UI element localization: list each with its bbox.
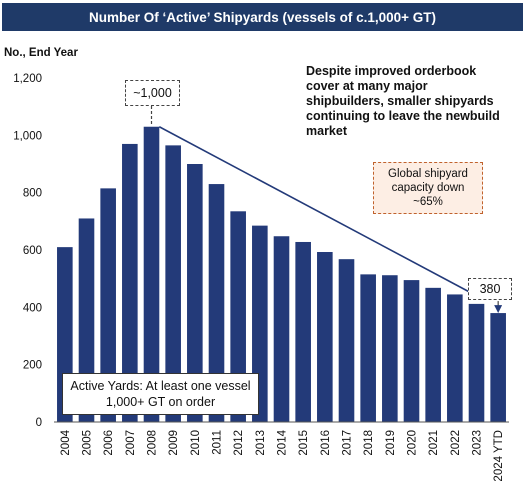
y-tick-label: 0 xyxy=(36,417,42,429)
bar-2018 xyxy=(360,274,376,422)
y-tick-label: 400 xyxy=(23,302,42,314)
x-tick-label: 2011 xyxy=(212,430,224,455)
bar-2017 xyxy=(338,259,355,422)
bar-2024-ytd xyxy=(490,313,506,422)
bar-2010 xyxy=(187,164,203,422)
x-tick-label: 2012 xyxy=(233,430,245,456)
bar-2015 xyxy=(295,241,311,422)
trend-arrow xyxy=(158,126,483,299)
capacity-note: Global shipyard capacity down ~65% xyxy=(373,162,483,214)
bar-2005 xyxy=(78,218,95,422)
bar-2023 xyxy=(468,303,485,422)
bar-2020 xyxy=(403,280,420,422)
peak-callout: ~1,000 xyxy=(125,80,180,106)
x-tick-label: 2008 xyxy=(147,430,159,456)
bar-2012 xyxy=(230,211,246,422)
y-tick-label: 800 xyxy=(23,188,42,200)
x-tick-label: 2022 xyxy=(450,430,462,456)
x-tick-label: 2019 xyxy=(385,430,397,456)
x-tick-label: 2017 xyxy=(342,430,354,456)
x-tick-label: 2016 xyxy=(320,430,332,456)
bar-2007 xyxy=(122,143,138,422)
chart-title: Number Of ‘Active’ Shipyards (vessels of… xyxy=(2,3,523,31)
definition-note: Active Yards: At least one vessel 1,000+… xyxy=(62,373,259,415)
x-tick-label: 2018 xyxy=(363,430,375,456)
bar-2016 xyxy=(317,252,333,422)
x-tick-label: 2006 xyxy=(103,430,115,456)
x-tick-label: 2005 xyxy=(82,430,94,456)
x-tick-label: 2015 xyxy=(298,430,310,456)
x-tick-label: 2023 xyxy=(472,430,484,456)
y-tick-label: 200 xyxy=(23,360,42,372)
annotation-main-text: Despite improved orderbook cover at many… xyxy=(306,64,500,138)
x-tick-label: 2004 xyxy=(60,429,72,455)
x-tick-label: 2024 YTD xyxy=(493,430,505,482)
x-tick-label: 2007 xyxy=(125,430,137,456)
bar-2013 xyxy=(252,225,268,422)
x-tick-label: 2021 xyxy=(428,430,440,456)
bar-2008 xyxy=(143,126,160,422)
bar-2011 xyxy=(208,184,225,422)
bar-2021 xyxy=(425,287,441,422)
y-tick-label: 1,000 xyxy=(13,130,42,142)
x-tick-label: 2009 xyxy=(168,430,180,456)
x-tick-label: 2014 xyxy=(277,429,289,455)
bar-2009 xyxy=(165,145,181,422)
bar-2019 xyxy=(382,275,398,422)
y-axis-label: No., End Year xyxy=(4,47,78,59)
x-tick-label: 2013 xyxy=(255,430,267,456)
y-tick-label: 1,200 xyxy=(13,73,42,85)
bar-2006 xyxy=(100,188,116,422)
x-tick-label: 2010 xyxy=(190,430,202,456)
x-tick-label: 2020 xyxy=(407,430,419,456)
bar-2022 xyxy=(447,294,463,422)
end-value-callout: 380 xyxy=(468,278,512,300)
y-tick-label: 600 xyxy=(23,245,42,257)
bar-2014 xyxy=(273,236,290,422)
